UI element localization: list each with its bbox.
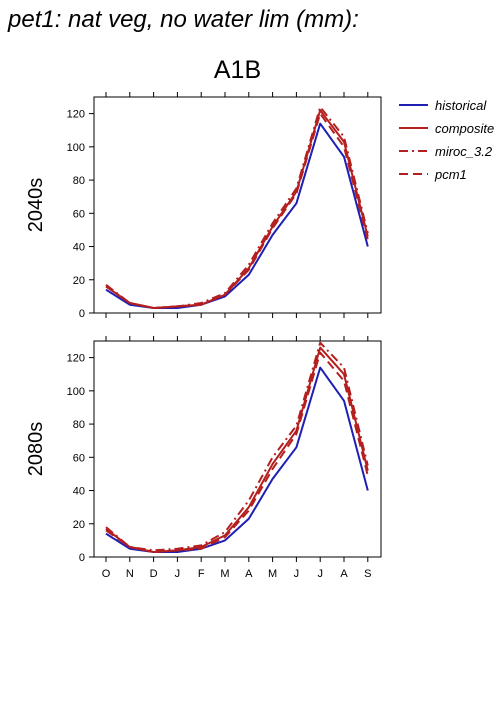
x-tick-label: M [268,568,277,580]
panel-frame-2040s [93,96,382,314]
y-tick-label: 80 [73,175,85,187]
y-tick-label: 40 [73,242,85,254]
panel-label-2080s: 2080s [25,422,47,477]
x-tick-label: M [220,568,229,580]
series-line-pcm1 [105,351,369,553]
panel-frame-2080s [93,340,382,558]
series-line-miroc_3.2 [105,341,369,552]
figure-title: pet1: nat veg, no water lim (mm): [8,6,359,33]
y-tick-label: 20 [73,519,85,531]
y-tick-label: 80 [73,419,85,431]
y-tick-label: 60 [73,208,85,220]
y-tick-label: 100 [67,142,85,154]
legend-label-pcm1: pcm1 [434,167,467,182]
scenario-title: A1B [213,56,262,84]
y-tick-label: 60 [73,452,85,464]
x-tick-label: F [198,568,205,580]
series-line-pcm1 [105,112,369,309]
x-tick-label: O [102,568,111,580]
x-tick-label: J [175,568,181,580]
y-tick-label: 100 [67,386,85,398]
x-tick-label: A [340,568,348,580]
x-tick-label: D [150,568,158,580]
y-tick-label: 0 [79,552,85,564]
y-tick-label: 40 [73,486,85,498]
y-tick-label: 20 [73,275,85,287]
panel-label-2040s: 2040s [25,178,47,233]
legend-label-composite: composite [435,121,494,136]
y-tick-label: 120 [67,109,85,121]
x-tick-label: J [317,568,323,580]
y-tick-label: 120 [67,353,85,365]
x-tick-label: N [126,568,134,580]
legend-label-historical: historical [435,98,487,113]
x-tick-label: S [364,568,371,580]
x-tick-label: J [294,568,300,580]
x-tick-label: A [245,568,253,580]
y-tick-label: 0 [79,308,85,320]
legend-label-miroc_3.2: miroc_3.2 [435,144,493,159]
series-line-miroc_3.2 [105,106,369,309]
